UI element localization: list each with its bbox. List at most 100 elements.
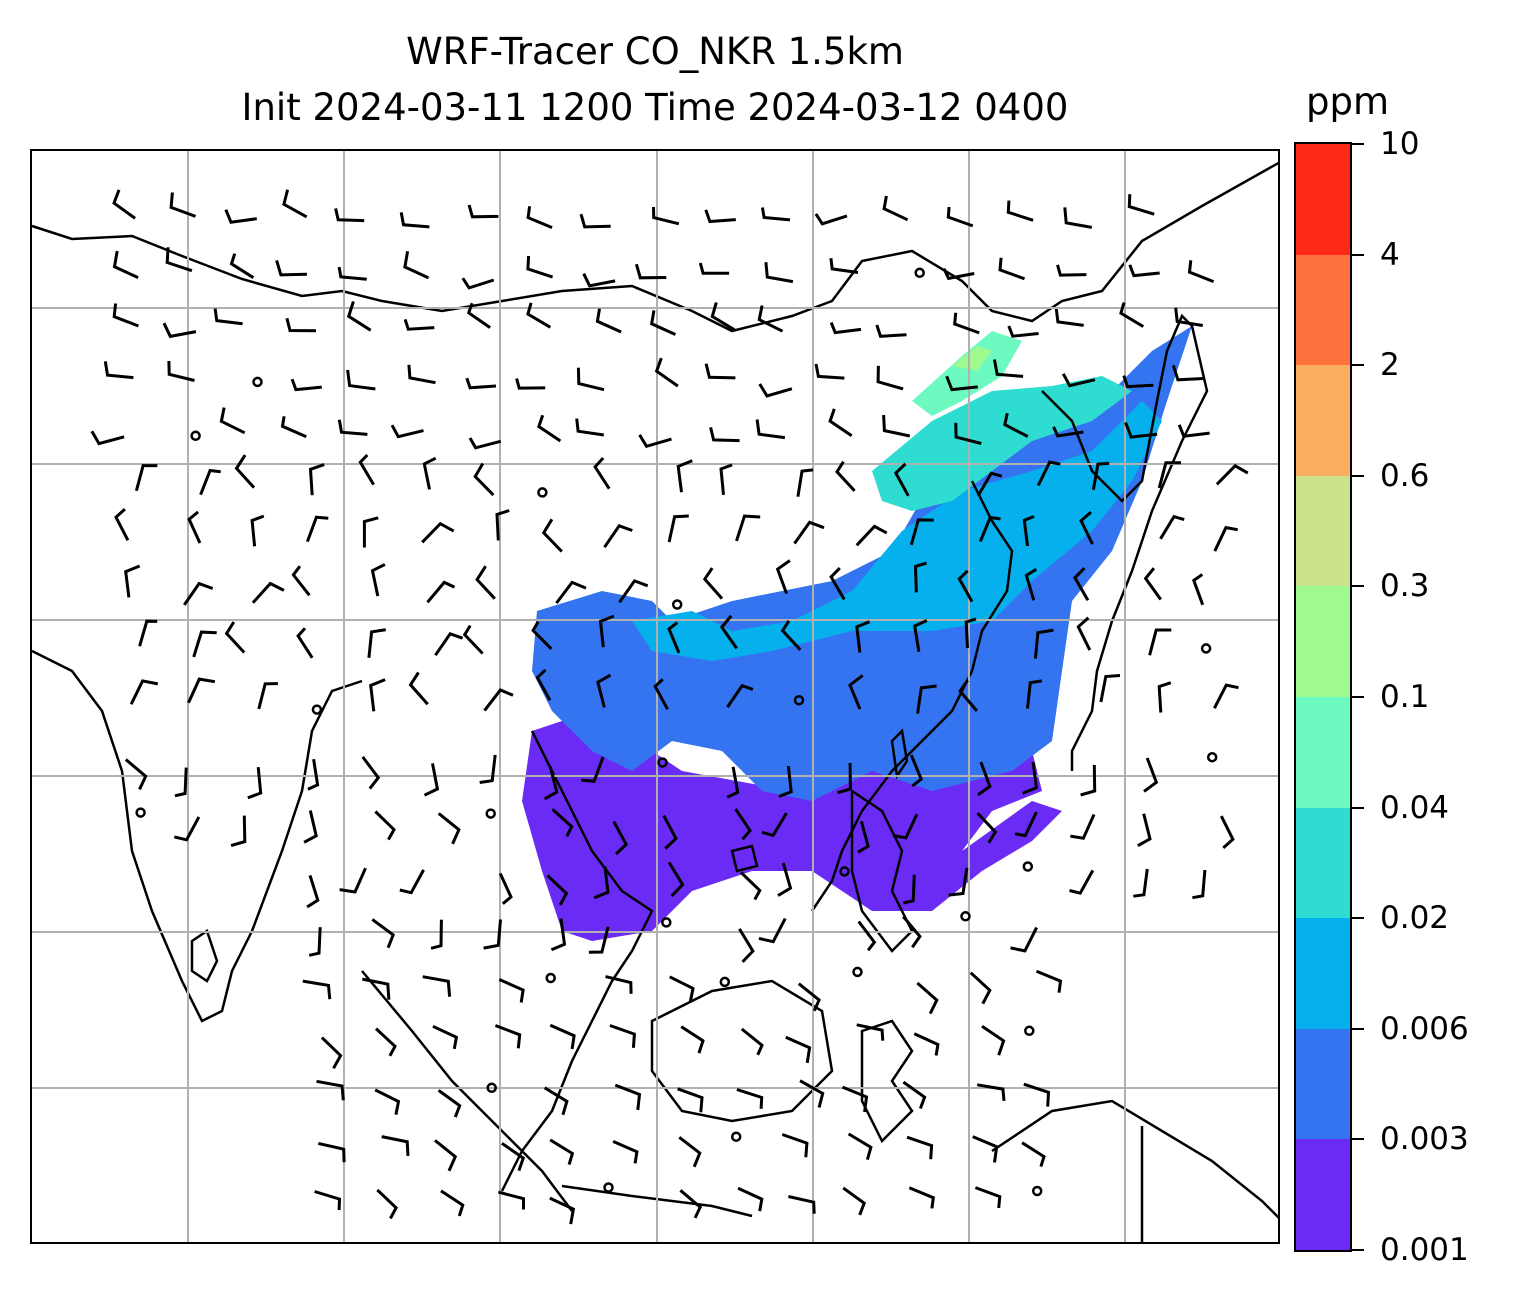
coastline-borneo	[650, 979, 834, 1123]
calm-wind-marker	[545, 972, 556, 984]
wind-barb	[1035, 969, 1063, 993]
map-subtitle: Init 2024-03-11 1200 Time 2024-03-12 040…	[241, 86, 1069, 129]
wind-barb	[498, 1190, 525, 1210]
wind-barb	[549, 1023, 576, 1050]
wind-barb	[761, 812, 788, 838]
colorbar-tick	[1352, 1249, 1364, 1251]
wind-barb	[704, 209, 736, 224]
wind-barb	[882, 195, 909, 222]
calm-wind-marker	[190, 430, 201, 442]
coastline-korea-japan	[1041, 313, 1209, 771]
wind-barb	[371, 918, 396, 949]
wind-barb	[250, 514, 265, 547]
wind-barb	[760, 207, 791, 222]
wind-barb	[308, 927, 322, 957]
wind-barb	[374, 810, 396, 841]
wind-barb	[308, 463, 325, 496]
wind-barb	[1171, 364, 1204, 382]
wind-barb	[1061, 373, 1096, 388]
wind-barb	[976, 1083, 1006, 1102]
wind-barb	[124, 758, 148, 791]
wind-barb	[303, 810, 318, 844]
wind-barb	[501, 1142, 526, 1172]
colorbar-segment	[1296, 917, 1350, 1029]
colorbar-unit: ppm	[1306, 80, 1390, 123]
wind-barb	[346, 301, 372, 332]
wind-barb	[339, 867, 367, 894]
wind-barb	[334, 208, 365, 223]
wind-barb	[702, 567, 724, 600]
wind-barb	[1069, 869, 1095, 895]
wind-barb	[614, 1083, 642, 1111]
wind-barb	[719, 463, 733, 496]
wind-barb	[1091, 461, 1110, 491]
wind-barb	[829, 567, 846, 601]
wind-barb	[740, 1027, 764, 1056]
colorbar	[1294, 142, 1352, 1252]
wind-barb	[676, 459, 693, 493]
wind-barb	[1076, 616, 1092, 651]
colorbar-segment	[1296, 807, 1350, 919]
coastline-sumatra	[361, 970, 573, 1212]
map-canvas	[32, 151, 1278, 1242]
wind-barb	[305, 515, 329, 543]
wind-barb	[546, 874, 569, 906]
wind-barb	[1187, 260, 1215, 283]
wind-barb	[764, 262, 794, 284]
wind-barb	[1215, 463, 1249, 486]
wind-barb	[734, 808, 752, 841]
wind-barb	[654, 357, 679, 388]
wind-barb	[282, 189, 308, 219]
wind-barb	[954, 422, 982, 445]
wind-barb	[857, 920, 877, 952]
wind-barb	[199, 468, 221, 496]
colorbar-tick	[1352, 1027, 1364, 1030]
wind-barb	[129, 679, 159, 705]
coastline-india	[32, 649, 363, 1023]
wind-barb	[942, 268, 975, 281]
wind-barb	[679, 1189, 703, 1219]
wind-barb	[1157, 681, 1172, 713]
calm-wind-marker	[719, 976, 731, 988]
wind-barb	[112, 189, 136, 220]
wind-barb	[302, 979, 332, 1000]
wind-barb	[612, 820, 629, 856]
wind-barb	[908, 1186, 935, 1209]
wind-barb	[422, 975, 452, 997]
wind-barb	[114, 507, 130, 541]
wind-barb	[90, 430, 125, 446]
wind-barb	[875, 324, 907, 338]
calm-wind-marker	[603, 1182, 614, 1193]
wind-barb	[1177, 424, 1210, 438]
colorbar-tick-label: 0.04	[1380, 789, 1450, 826]
wind-barb	[362, 977, 391, 1000]
wind-barb	[1014, 811, 1038, 838]
wind-barb	[978, 515, 1001, 543]
colorbar-segment	[1296, 364, 1350, 476]
wind-barb	[434, 1139, 458, 1172]
wind-barb	[483, 688, 514, 712]
wind-barb	[677, 1087, 704, 1113]
wind-barb	[909, 754, 924, 788]
colorbar-segment	[1296, 143, 1350, 255]
wind-barb	[187, 677, 216, 704]
wind-barb	[1148, 628, 1172, 656]
wind-barb	[977, 761, 992, 797]
wind-barb	[169, 192, 197, 218]
wind-barb	[1024, 568, 1038, 601]
wind-barb	[828, 408, 853, 437]
wind-barb	[234, 454, 256, 489]
wind-barb	[381, 1135, 410, 1156]
coastline-sri-lanka	[190, 929, 219, 983]
wind-barb	[1033, 628, 1054, 659]
wind-barb	[837, 762, 852, 795]
calm-wind-marker	[1031, 1185, 1043, 1197]
calm-wind-marker	[485, 808, 496, 819]
calm-wind-marker	[486, 1082, 497, 1094]
wind-barb	[1010, 926, 1038, 953]
wind-barb	[307, 758, 320, 791]
wind-barb	[1143, 757, 1159, 793]
colorbar-tick-label: 0.6	[1380, 457, 1430, 494]
colorbar-tick	[1352, 917, 1364, 920]
coastlines	[32, 161, 1278, 1242]
